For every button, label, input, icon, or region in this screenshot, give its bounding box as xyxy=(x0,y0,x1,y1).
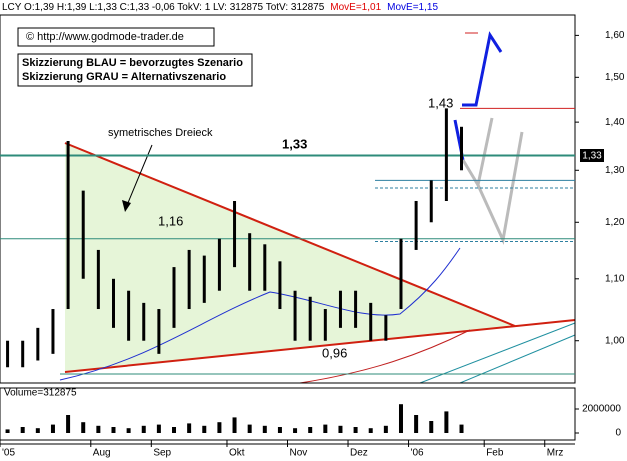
volume-bar xyxy=(111,427,116,433)
price-panel xyxy=(0,14,576,384)
y-tick-label: 2000000 xyxy=(582,404,621,415)
volume-title: Volume=312875 xyxy=(4,388,77,399)
y-tick-label: 1,10 xyxy=(605,273,625,284)
volume-bar xyxy=(172,427,177,433)
volume-bar xyxy=(323,424,328,433)
header-item: MovE=1,15 xyxy=(387,2,438,13)
trend-line xyxy=(419,322,576,384)
y-tick-label: 1,00 xyxy=(605,335,625,346)
triangle-fill xyxy=(65,143,515,372)
x-tick-label: Mrz xyxy=(547,448,564,459)
scenario-arrow xyxy=(462,31,503,107)
header-text: LCY O:1,39 H:1,39 L:1,33 C:1,33 -0,06 To… xyxy=(2,2,438,13)
x-tick-label: Aug xyxy=(93,448,111,459)
copyright-box xyxy=(17,27,215,47)
volume-bar xyxy=(262,425,267,433)
annotation: 1,33 xyxy=(282,136,307,151)
header: LCY O:1,39 H:1,39 L:1,33 C:1,33 -0,06 To… xyxy=(2,2,438,13)
y-tick-label: 0 xyxy=(615,428,621,439)
legend-box xyxy=(17,53,253,87)
scenario-arrow xyxy=(476,131,524,246)
copyright: © http://www.godmode-trader.de xyxy=(26,31,184,43)
y-tick-label: 1,30 xyxy=(605,165,625,176)
volume-bar xyxy=(35,428,40,433)
volume-bar xyxy=(293,428,298,433)
volume-bar xyxy=(20,427,25,433)
y-tick-label: 1,50 xyxy=(605,72,625,83)
trend-line xyxy=(459,334,576,384)
y-tick-label: 1,20 xyxy=(605,217,625,228)
volume-bar xyxy=(217,422,222,433)
y-tick-label: 1,40 xyxy=(605,117,625,128)
volume-bar xyxy=(429,421,434,433)
volume-bar xyxy=(277,427,282,433)
volume-bar xyxy=(187,423,192,433)
volume-bar xyxy=(444,411,449,433)
x-tick-label: Feb xyxy=(486,448,504,459)
volume-bar xyxy=(126,428,131,433)
trend-line xyxy=(64,319,576,373)
volume-bar xyxy=(96,425,101,433)
volume-bar xyxy=(66,415,71,433)
x-tick-label: '05 xyxy=(2,448,15,459)
annotation: 1,43 xyxy=(428,95,453,110)
volume-bar xyxy=(232,417,237,433)
annotation: 1,16 xyxy=(158,213,183,228)
volume-bar xyxy=(156,424,161,433)
volume-bar xyxy=(414,415,419,433)
pointer-arrow-head xyxy=(122,200,131,212)
legend-text: Skizzierung BLAU = bevorzugtes Szenario xyxy=(22,57,243,69)
y-tick-label: 1,60 xyxy=(605,30,625,41)
volume-bar xyxy=(141,425,146,433)
annotation: symetrisches Dreieck xyxy=(108,127,213,139)
volume-bar xyxy=(368,428,373,433)
x-tick-label: Okt xyxy=(229,448,245,459)
volume-bar xyxy=(459,424,464,433)
volume-bar xyxy=(81,422,86,433)
legend-text: Skizzierung GRAU = Alternativszenario xyxy=(22,71,226,83)
volume-bar xyxy=(308,427,313,433)
x-tick-label: Nov xyxy=(290,448,308,459)
x-tick-label: '06 xyxy=(411,448,424,459)
moving-average xyxy=(299,329,471,384)
header-item: MovE=1,01 xyxy=(330,2,381,13)
volume-bar xyxy=(50,424,55,433)
x-tick-label: Sep xyxy=(153,448,171,459)
moving-average xyxy=(59,247,461,381)
volume-bar xyxy=(5,429,10,433)
annotation: 0,96 xyxy=(322,345,347,360)
last-price-box xyxy=(580,149,604,162)
volume-bar xyxy=(383,425,388,433)
volume-bar xyxy=(353,427,358,433)
volume-bar xyxy=(398,404,403,433)
volume-bar xyxy=(247,424,252,433)
volume-bar xyxy=(202,425,207,433)
x-tick-label: Dez xyxy=(350,448,368,459)
last-price: 1,33 xyxy=(582,151,602,162)
volume-bar xyxy=(338,425,343,433)
header-item: LCY O:1,39 H:1,39 L:1,33 C:1,33 -0,06 To… xyxy=(2,2,325,13)
